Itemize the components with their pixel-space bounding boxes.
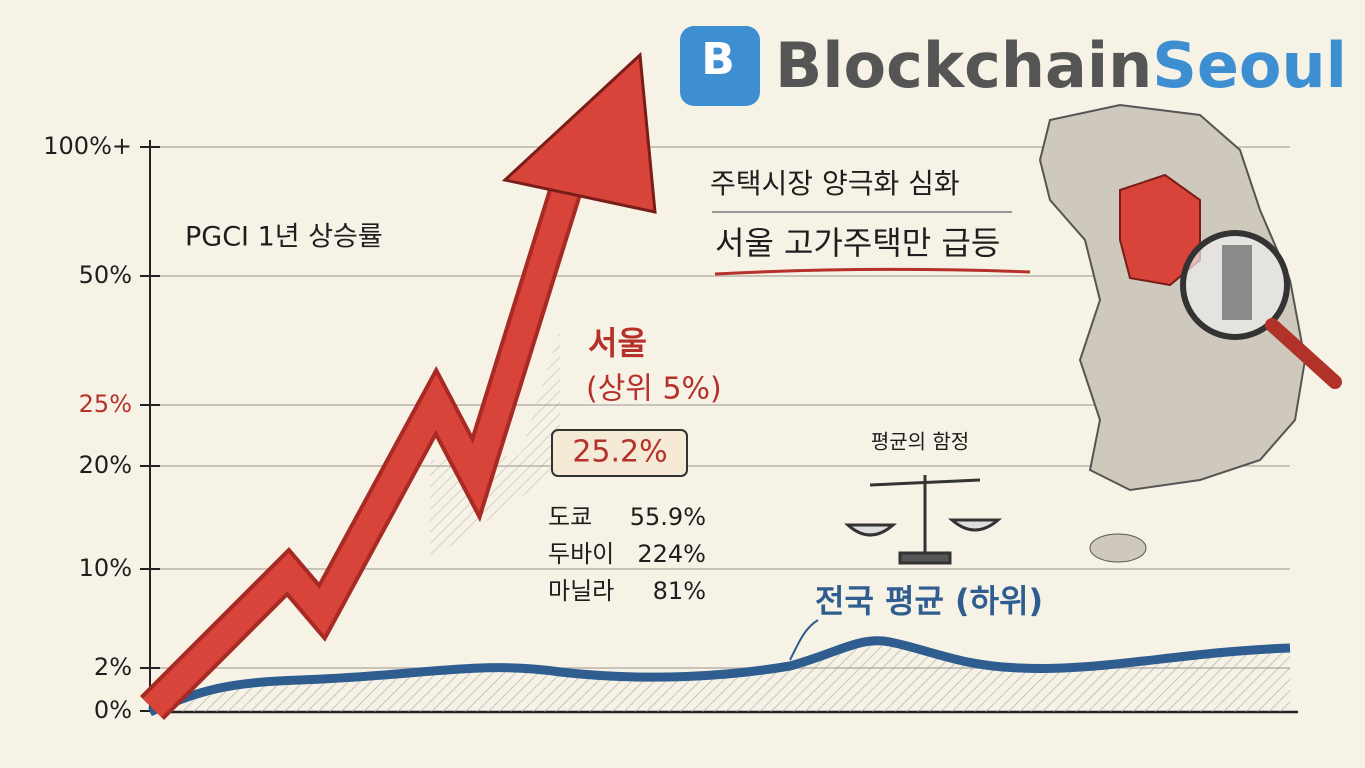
headline: 서울 고가주택만 급등 [715, 224, 1000, 262]
chart-title: PGCI 1년 상승률 [185, 222, 383, 253]
logo-icon [680, 26, 760, 106]
axis-label: 50% [79, 261, 132, 289]
national-line [148, 636, 1291, 717]
seoul-arrow-fill [142, 156, 588, 718]
seoul-label: 서울 [588, 324, 647, 362]
axis-label: 10% [79, 554, 132, 582]
logo-text: BlockchainSeoul [775, 29, 1347, 102]
seoul-value: 25.2% [572, 435, 667, 470]
arrow-shadow [430, 330, 560, 560]
pointer [789, 619, 819, 661]
trap-label: 평균의 함정 [871, 430, 969, 454]
city-value: 55.9% [630, 503, 706, 531]
underline [714, 267, 1031, 276]
city: 두바이 [548, 540, 614, 568]
arrow-head [501, 51, 657, 214]
city: 마닐라 [548, 577, 614, 605]
building [1222, 245, 1252, 320]
axis-label: 0% [94, 696, 132, 724]
logo-part: Seoul [1152, 29, 1347, 102]
city-value: 224% [637, 540, 706, 568]
logo-part: Blockchain [775, 29, 1152, 102]
grid: 100%+ 50% 25% 20% 10% 2% 0% [43, 132, 1290, 724]
korea-map [1038, 103, 1307, 492]
scale-icon [844, 475, 1003, 565]
axis-label: 20% [79, 451, 132, 479]
city-value: 81% [653, 577, 706, 605]
axis-label: 2% [94, 653, 132, 681]
axis-label: 100%+ [43, 132, 132, 160]
headline: 주택시장 양극화 심화 [710, 167, 960, 200]
national-label: 전국 평균 (하위) [815, 582, 1043, 620]
jeju [1089, 533, 1147, 563]
magnifier-handle [1265, 318, 1342, 389]
seoul-group: (상위 5%) [586, 372, 722, 407]
city: 도쿄 [548, 503, 592, 531]
axis-label: 25% [79, 390, 132, 418]
logo-letter: B [701, 34, 735, 85]
value-tag [551, 429, 688, 477]
comparisons: 도쿄 55.9% 두바이 224% 마닐라 81% [548, 503, 706, 605]
